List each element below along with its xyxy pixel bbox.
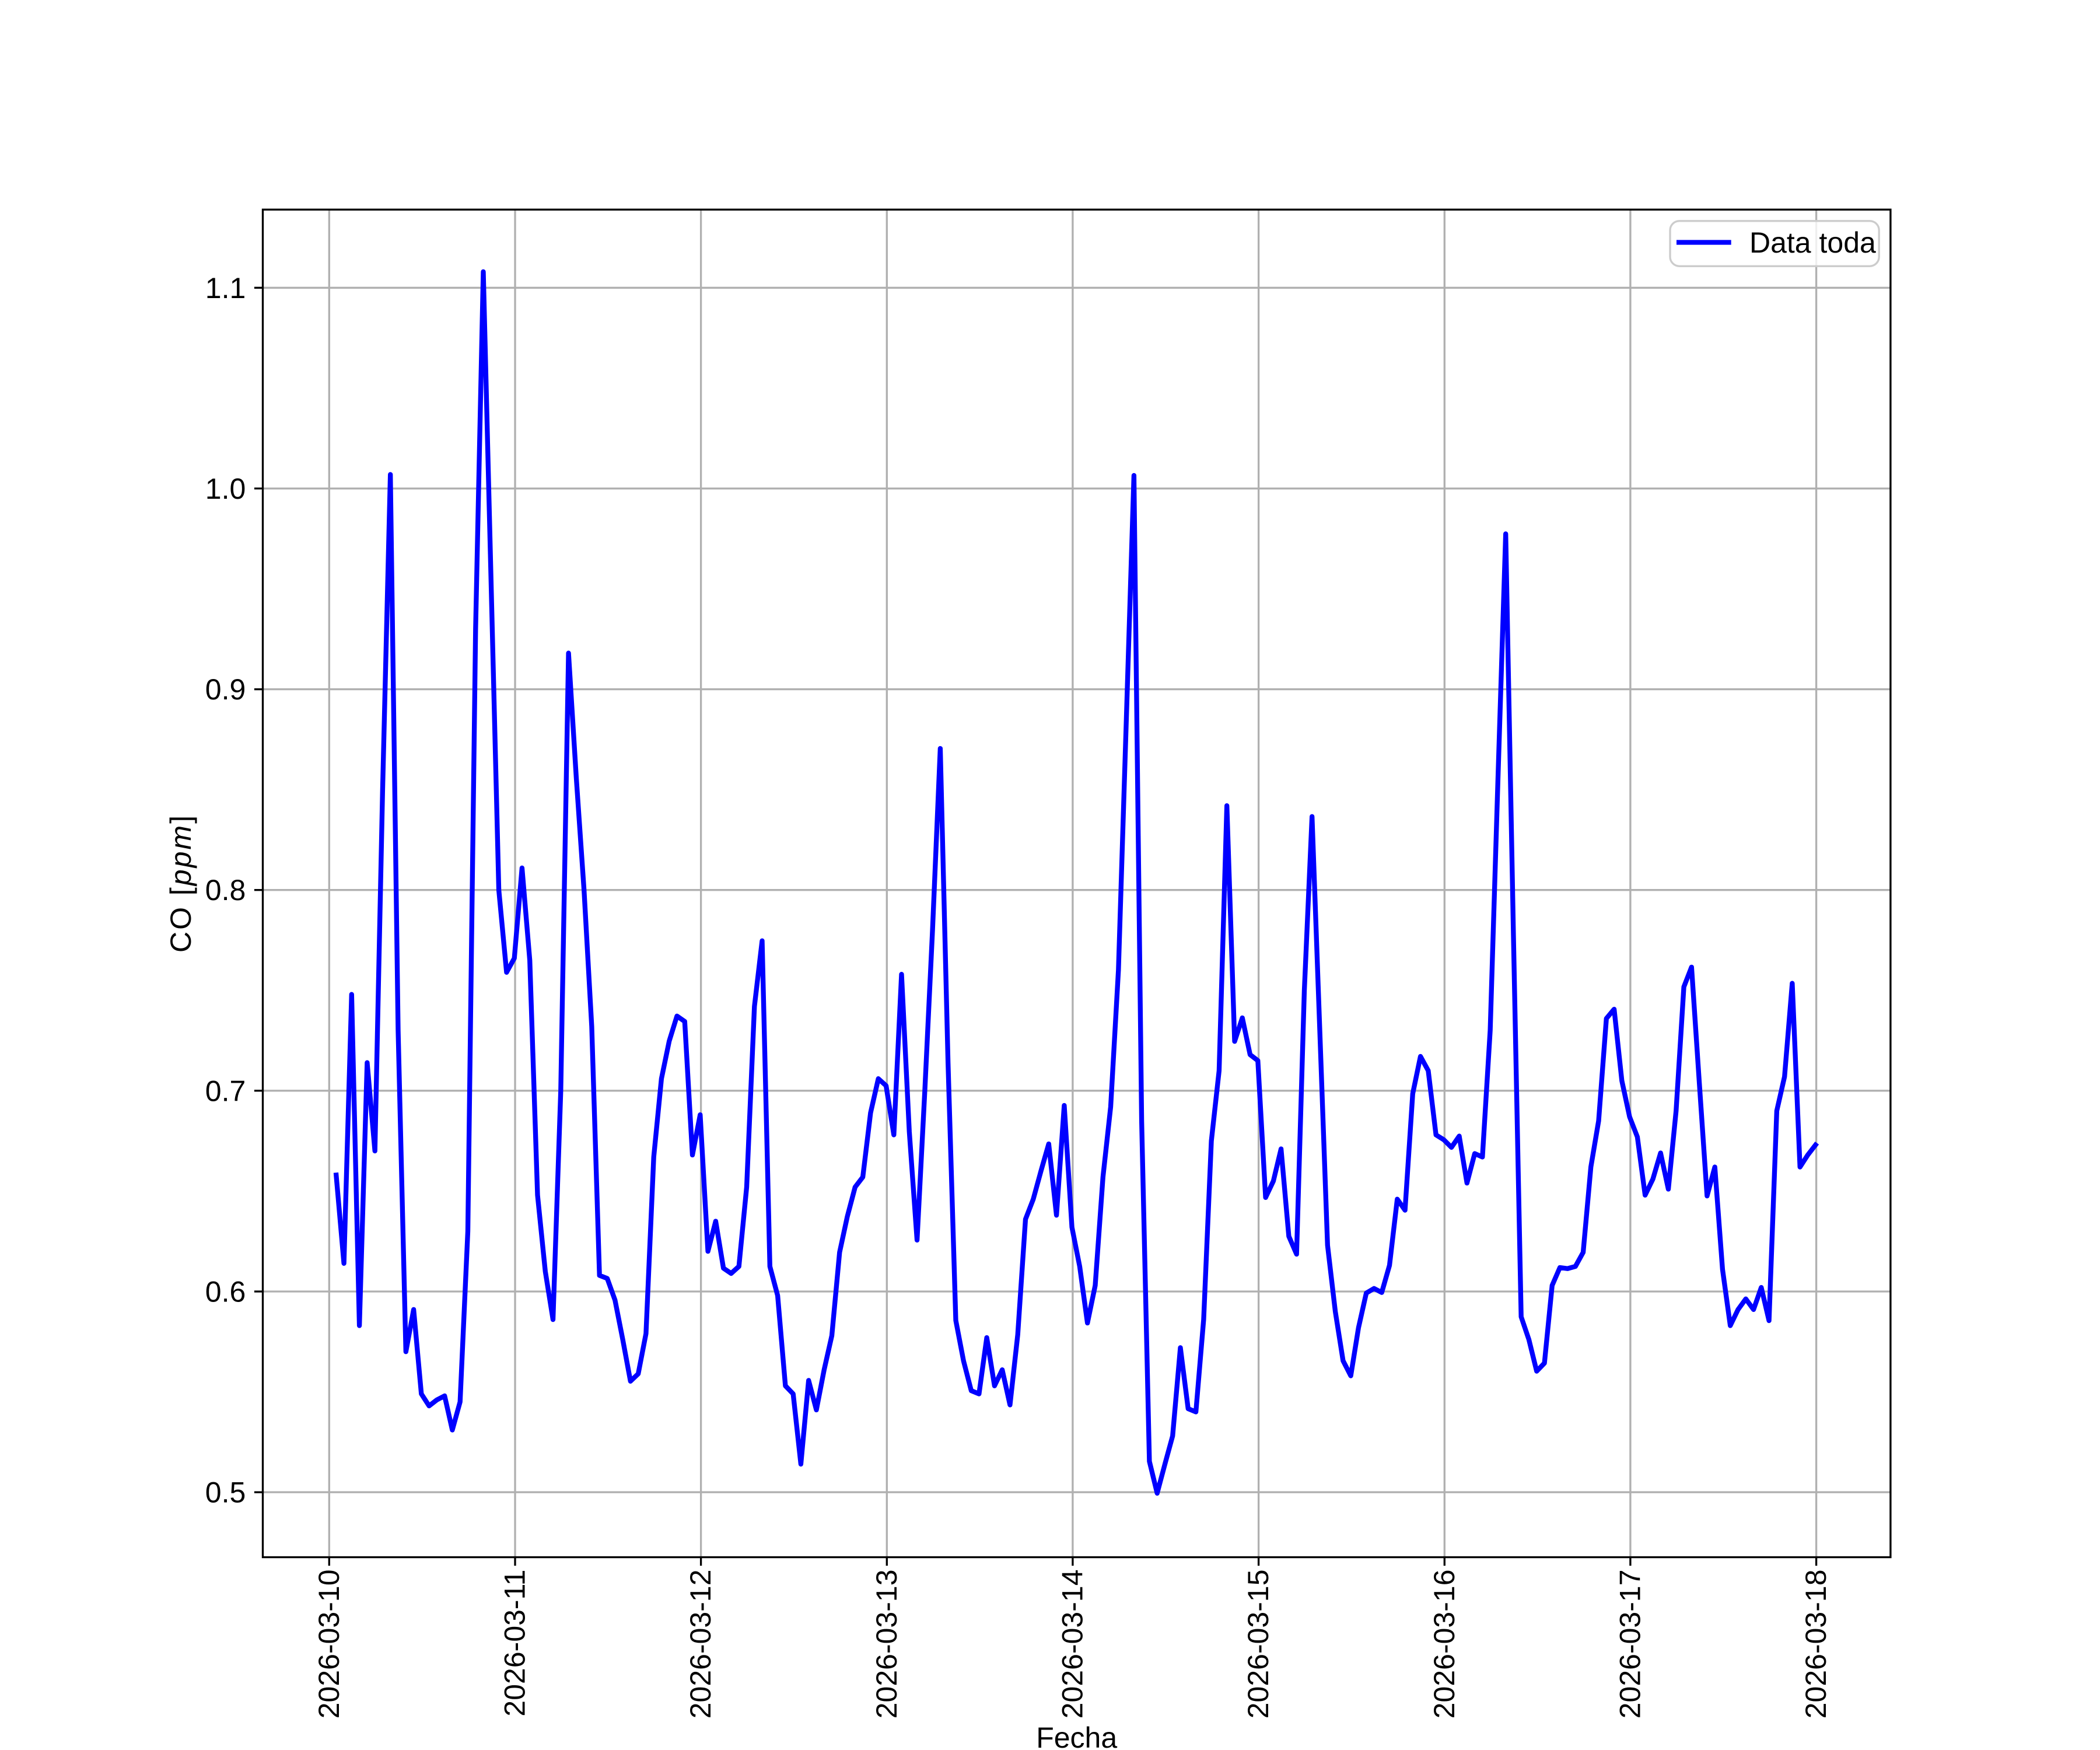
svg-text:0.5: 0.5 xyxy=(205,1476,246,1509)
svg-text:2026-03-13: 2026-03-13 xyxy=(870,1570,903,1719)
svg-text:0.8: 0.8 xyxy=(205,874,246,907)
svg-text:0.6: 0.6 xyxy=(205,1276,246,1308)
svg-text:0.7: 0.7 xyxy=(205,1074,246,1107)
svg-text:2026-03-10: 2026-03-10 xyxy=(313,1570,345,1719)
svg-text:2026-03-14: 2026-03-14 xyxy=(1056,1570,1088,1719)
svg-text:CO [ppm]: CO [ppm] xyxy=(164,814,197,953)
svg-text:1.0: 1.0 xyxy=(205,473,246,505)
svg-text:2026-03-16: 2026-03-16 xyxy=(1428,1570,1461,1719)
svg-text:1.1: 1.1 xyxy=(205,272,246,304)
svg-text:0.9: 0.9 xyxy=(205,673,246,706)
svg-text:Data toda: Data toda xyxy=(1749,226,1876,259)
svg-text:2026-03-12: 2026-03-12 xyxy=(684,1570,717,1719)
svg-text:2026-03-11: 2026-03-11 xyxy=(499,1570,531,1717)
svg-text:2026-03-17: 2026-03-17 xyxy=(1614,1570,1646,1719)
svg-text:2026-03-18: 2026-03-18 xyxy=(1800,1570,1832,1719)
svg-text:Fecha: Fecha xyxy=(1036,1721,1117,1750)
svg-text:2026-03-15: 2026-03-15 xyxy=(1242,1570,1275,1719)
